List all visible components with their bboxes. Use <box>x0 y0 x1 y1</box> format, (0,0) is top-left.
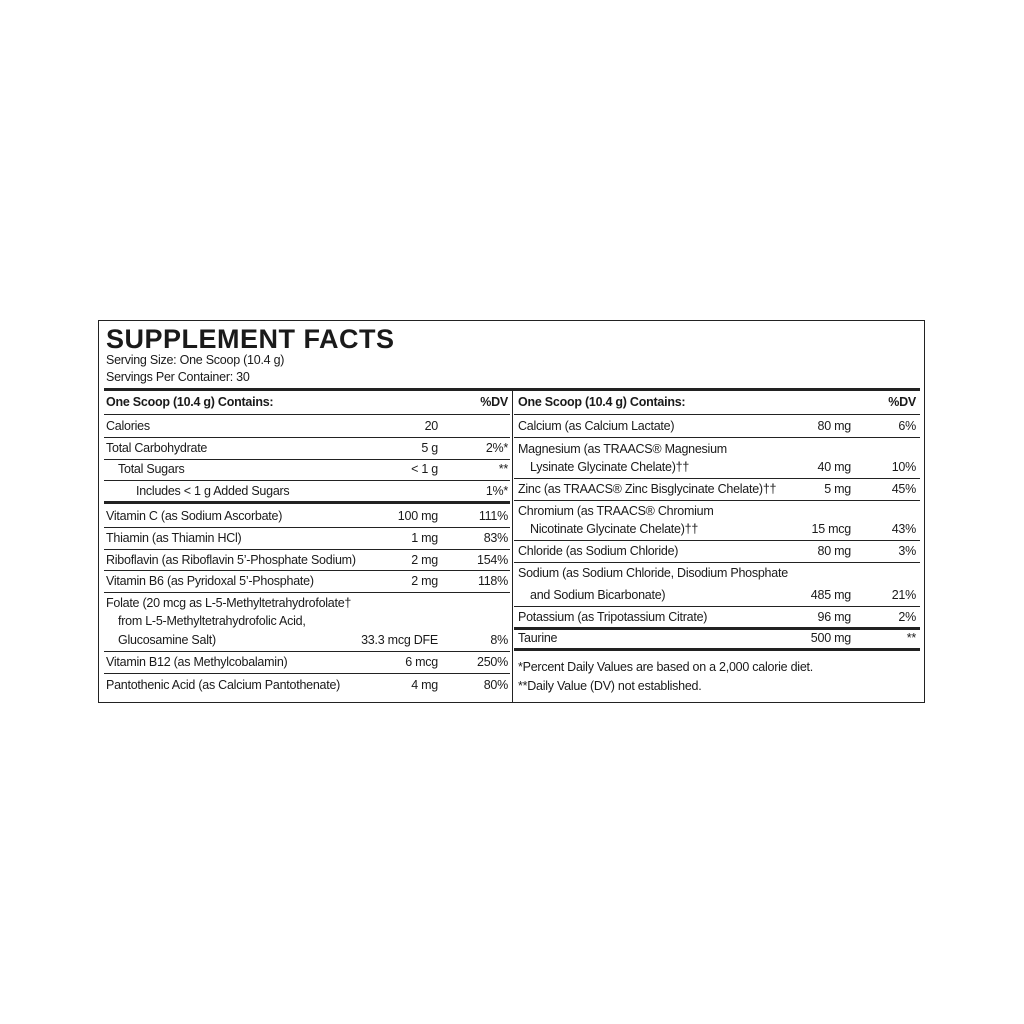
daily-value: 6% <box>898 419 916 433</box>
rule <box>104 436 510 438</box>
rule <box>104 479 510 481</box>
nutrient-name: Magnesium (as TRAACS® Magnesium <box>518 442 727 456</box>
amount: 2 mg <box>411 553 438 567</box>
amount: 5 g <box>421 441 438 455</box>
serving-size: Serving Size: One Scoop (10.4 g) <box>106 353 285 367</box>
nutrient-name: Includes < 1 g Added Sugars <box>136 484 290 498</box>
daily-value: 111% <box>478 509 508 523</box>
nutrient-name: Vitamin B6 (as Pyridoxal 5’-Phosphate) <box>106 574 314 588</box>
nutrient-name: Total Sugars <box>118 462 185 476</box>
daily-value: ** <box>498 462 508 476</box>
rule <box>514 499 920 501</box>
nutrient-name: Vitamin C (as Sodium Ascorbate) <box>106 509 283 523</box>
amount: 20 <box>424 419 439 433</box>
amount: 500 mg <box>810 631 851 645</box>
rule <box>514 436 920 438</box>
amount: 33.3 mcg DFE <box>361 633 438 647</box>
rule <box>514 477 920 479</box>
amount: 100 mg <box>397 509 438 523</box>
daily-value: 80% <box>483 678 509 692</box>
amount: 80 mg <box>817 544 852 558</box>
amount: 1 mg <box>411 531 438 545</box>
footnote: **Daily Value (DV) not established. <box>518 679 702 693</box>
daily-value: 2% <box>898 610 916 624</box>
servings-per-container: Servings Per Container: 30 <box>106 370 250 384</box>
amount: 6 mcg <box>405 655 438 669</box>
rule <box>514 539 920 541</box>
nutrient-name: Glucosamine Salt) <box>118 633 216 647</box>
dv-header: %DV <box>480 395 508 409</box>
dv-header: %DV <box>888 395 916 409</box>
nutrient-name: and Sodium Bicarbonate) <box>530 588 666 602</box>
nutrient-name: Chromium (as TRAACS® Chromium <box>518 504 714 518</box>
rule <box>104 650 510 652</box>
daily-value: 8% <box>490 633 508 647</box>
title: SUPPLEMENT FACTS <box>106 324 395 354</box>
rule <box>514 561 920 563</box>
column-header: One Scoop (10.4 g) Contains: <box>106 395 274 409</box>
nutrient-name: Zinc (as TRAACS® Zinc Bisglycinate Chela… <box>518 482 777 496</box>
column-header: One Scoop (10.4 g) Contains: <box>518 395 686 409</box>
rule <box>514 413 920 415</box>
rule <box>104 413 510 415</box>
amount: 40 mg <box>817 460 852 474</box>
rule <box>104 526 510 528</box>
nutrient-name: Lysinate Glycinate Chelate)†† <box>530 460 690 474</box>
daily-value: 154% <box>477 553 508 567</box>
rule <box>104 569 510 571</box>
nutrient-name: Chloride (as Sodium Chloride) <box>518 544 679 558</box>
rule <box>104 500 510 504</box>
nutrient-name: Thiamin (as Thiamin HCl) <box>106 531 242 545</box>
amount: 80 mg <box>817 419 852 433</box>
nutrient-name: Calories <box>106 419 150 433</box>
nutrient-name: from L-5-Methyltetrahydrofolic Acid, <box>118 614 306 628</box>
daily-value: 250% <box>477 655 508 669</box>
rule <box>104 548 510 550</box>
daily-value: ** <box>906 631 916 645</box>
rule <box>514 626 920 630</box>
nutrient-name: Pantothenic Acid (as Calcium Pantothenat… <box>106 678 341 692</box>
divider <box>511 389 513 703</box>
daily-value: 1%* <box>485 484 508 498</box>
nutrient-name: Folate (20 mcg as L-5-Methyltetrahydrofo… <box>106 596 352 610</box>
footnote: *Percent Daily Values are based on a 2,0… <box>518 660 813 674</box>
nutrient-name: Sodium (as Sodium Chloride, Disodium Pho… <box>518 566 788 580</box>
nutrient-name: Potassium (as Tripotassium Citrate) <box>518 610 708 624</box>
rule <box>104 591 510 593</box>
nutrient-name: Vitamin B12 (as Methylcobalamin) <box>106 655 288 669</box>
amount: 5 mg <box>824 482 851 496</box>
nutrient-name: Nicotinate Glycinate Chelate)†† <box>530 522 699 536</box>
nutrient-name: Total Carbohydrate <box>106 441 208 455</box>
amount: 485 mg <box>810 588 851 602</box>
amount: 4 mg <box>411 678 438 692</box>
nutrient-name: Riboflavin (as Riboflavin 5’-Phosphate S… <box>106 553 356 567</box>
amount: 15 mcg <box>811 522 852 536</box>
nutrient-name: Taurine <box>518 631 558 645</box>
daily-value: 3% <box>898 544 916 558</box>
daily-value: 83% <box>483 531 509 545</box>
nutrient-name: Calcium (as Calcium Lactate) <box>518 419 675 433</box>
rule <box>104 672 510 674</box>
amount: 96 mg <box>817 610 852 624</box>
daily-value: 10% <box>891 460 917 474</box>
daily-value: 118% <box>477 574 508 588</box>
rule <box>514 647 920 651</box>
daily-value: 43% <box>891 522 917 536</box>
rule <box>514 605 920 607</box>
amount: 2 mg <box>411 574 438 588</box>
amount: < 1 g <box>411 462 438 476</box>
daily-value: 2%* <box>485 441 508 455</box>
rule <box>104 458 510 460</box>
daily-value: 45% <box>891 482 917 496</box>
daily-value: 21% <box>891 588 917 602</box>
